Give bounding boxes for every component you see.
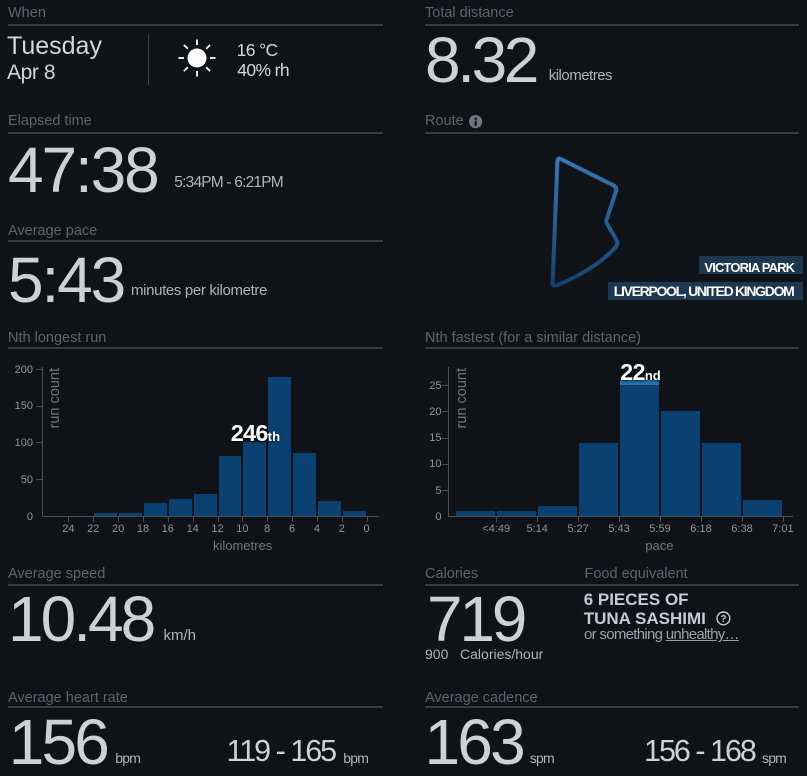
svg-text:?: ? xyxy=(721,614,727,625)
